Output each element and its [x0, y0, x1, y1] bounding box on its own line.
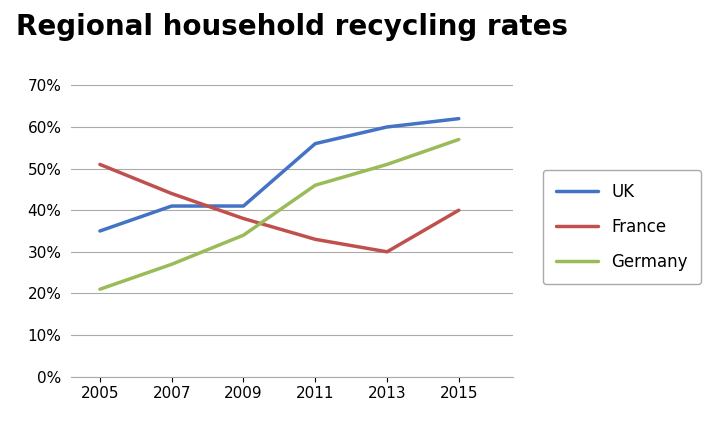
- UK: [454, 116, 463, 121]
- France: [383, 249, 392, 254]
- Germany: [383, 162, 392, 167]
- France: [95, 162, 104, 167]
- Legend: UK, France, Germany: UK, France, Germany: [543, 170, 701, 284]
- France: [311, 237, 320, 242]
- Germany: [239, 232, 248, 238]
- UK: [383, 125, 392, 130]
- Line: Germany: Germany: [100, 140, 459, 289]
- Line: UK: UK: [100, 119, 459, 231]
- Germany: [454, 137, 463, 142]
- France: [167, 191, 176, 196]
- Germany: [95, 287, 104, 292]
- France: [239, 216, 248, 221]
- France: [454, 208, 463, 213]
- Germany: [167, 262, 176, 267]
- UK: [95, 229, 104, 234]
- Text: Regional household recycling rates: Regional household recycling rates: [16, 13, 568, 41]
- Line: France: France: [100, 164, 459, 252]
- UK: [311, 141, 320, 146]
- UK: [239, 203, 248, 208]
- Germany: [311, 183, 320, 188]
- UK: [167, 203, 176, 208]
